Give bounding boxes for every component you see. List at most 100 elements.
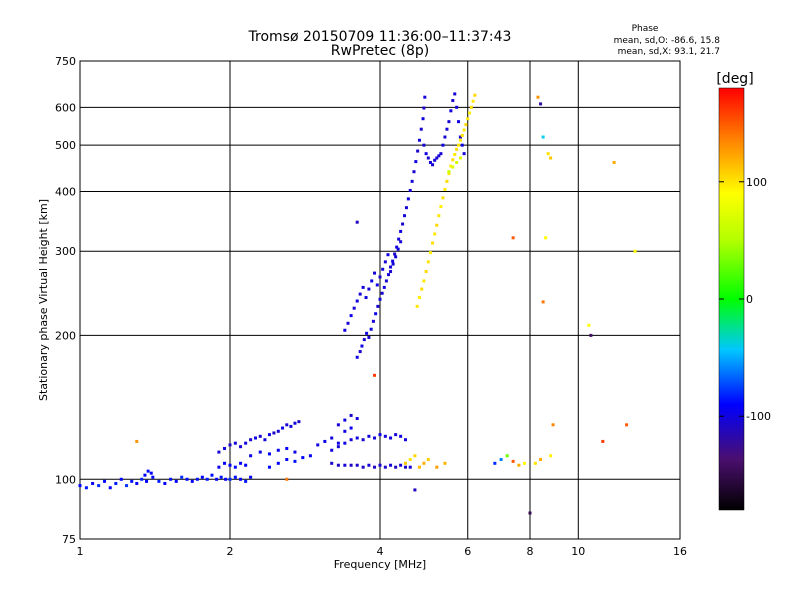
- data-point: [549, 156, 553, 160]
- data-point: [443, 187, 447, 191]
- data-point: [330, 448, 334, 452]
- data-point: [420, 287, 424, 291]
- data-point: [505, 454, 509, 458]
- data-point: [441, 143, 445, 147]
- data-point: [349, 426, 353, 430]
- y-axis-ticks: 75 100 200 300 400 500 600 750: [55, 55, 76, 546]
- data-point: [361, 465, 365, 469]
- data-point: [523, 461, 527, 465]
- data-point: [589, 333, 593, 337]
- data-point: [195, 477, 199, 481]
- data-point: [473, 93, 477, 97]
- data-point: [394, 465, 398, 469]
- y-tick-label: 75: [62, 533, 76, 546]
- data-point: [431, 241, 435, 245]
- data-point: [108, 486, 112, 490]
- data-point: [453, 92, 457, 96]
- data-point: [217, 465, 221, 469]
- data-point: [78, 484, 82, 488]
- data-point: [180, 475, 184, 479]
- data-point: [370, 279, 374, 283]
- data-point: [244, 441, 248, 445]
- data-point: [336, 445, 340, 449]
- data-point: [378, 297, 382, 301]
- data-point: [441, 196, 445, 200]
- data-points: [78, 92, 637, 515]
- data-point: [541, 300, 545, 304]
- data-point: [157, 479, 161, 483]
- data-point: [451, 165, 455, 169]
- data-point: [249, 454, 253, 458]
- data-point: [462, 128, 466, 132]
- data-point: [360, 344, 364, 348]
- data-point: [447, 170, 451, 174]
- data-point: [413, 488, 417, 492]
- data-point: [539, 102, 543, 106]
- data-point: [517, 463, 521, 467]
- data-point: [551, 423, 555, 427]
- y-tick-label: 100: [55, 473, 76, 486]
- y-tick-label: 500: [55, 139, 76, 152]
- data-point: [455, 160, 459, 164]
- data-point: [267, 452, 271, 456]
- data-point: [539, 457, 543, 461]
- x-axis-label: Frequency [MHz]: [334, 558, 426, 571]
- data-point: [401, 222, 405, 226]
- data-point: [346, 321, 350, 325]
- data-point: [455, 147, 459, 151]
- data-point: [223, 446, 227, 450]
- data-point: [336, 423, 340, 427]
- data-point: [544, 236, 548, 240]
- data-point: [146, 469, 150, 473]
- data-point: [445, 127, 449, 131]
- data-point: [449, 109, 453, 113]
- y-tick-label: 600: [55, 101, 76, 114]
- data-point: [386, 253, 390, 257]
- data-point: [380, 291, 384, 295]
- data-point: [343, 463, 347, 467]
- data-point: [135, 439, 139, 443]
- y-tick-label: 200: [55, 329, 76, 342]
- x-tick-label: 16: [673, 545, 687, 558]
- data-point: [224, 477, 228, 481]
- data-point: [285, 457, 289, 461]
- data-point: [386, 273, 390, 277]
- data-point: [403, 461, 407, 465]
- data-point: [374, 312, 378, 316]
- data-point: [419, 127, 423, 131]
- data-point: [417, 296, 421, 300]
- data-point: [414, 160, 418, 164]
- data-point: [439, 152, 443, 156]
- data-point: [391, 259, 395, 263]
- data-point: [210, 473, 214, 477]
- data-point: [460, 133, 464, 137]
- data-point: [457, 143, 461, 147]
- data-point: [355, 417, 359, 421]
- x-tick-label: 10: [571, 545, 585, 558]
- data-point: [293, 421, 297, 425]
- data-point: [381, 267, 385, 271]
- data-point: [394, 255, 398, 259]
- data-point: [451, 99, 455, 103]
- data-point: [413, 454, 417, 458]
- data-point: [285, 446, 289, 450]
- data-point: [458, 156, 462, 160]
- stats-heading: Phase: [632, 24, 659, 34]
- data-point: [399, 463, 403, 467]
- x-tick-label: 4: [377, 545, 384, 558]
- data-point: [399, 229, 403, 233]
- data-point: [228, 443, 232, 447]
- data-point: [349, 314, 353, 318]
- data-point: [364, 296, 368, 300]
- data-point: [424, 152, 428, 156]
- data-point: [428, 160, 432, 164]
- data-point: [125, 484, 129, 488]
- data-point: [215, 477, 219, 481]
- colorbar-tick-label: 100: [746, 176, 767, 189]
- data-point: [455, 105, 459, 109]
- data-point: [103, 479, 107, 483]
- data-point: [453, 153, 457, 157]
- data-point: [389, 463, 393, 467]
- data-point: [174, 479, 178, 483]
- data-point: [422, 143, 426, 147]
